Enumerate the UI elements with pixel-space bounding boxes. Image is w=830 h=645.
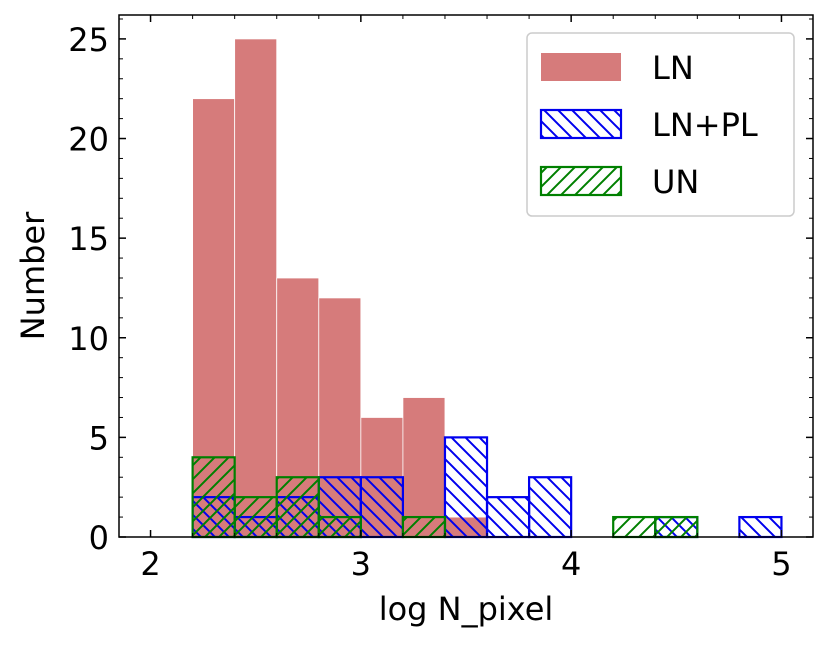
y-tick-label-1: 5: [89, 419, 109, 457]
bar-lnpl-13: [738, 515, 783, 539]
bar-un-10: [612, 515, 657, 539]
plot-frame: [118, 14, 814, 538]
y-tick-label-0: 0: [89, 519, 109, 557]
legend-swatch-ln: [541, 53, 621, 81]
bar-un-1: [233, 496, 278, 539]
bar-un-5: [401, 515, 447, 539]
legend-swatch-lnpl: [539, 108, 623, 140]
bar-un-0: [191, 456, 236, 539]
bar-lnpl-7: [485, 496, 531, 539]
bar-lnpl-8: [527, 476, 573, 539]
y-tick-label-4: 20: [68, 121, 109, 159]
bar-un-3: [317, 515, 362, 539]
x-tick-label-1: 3: [351, 545, 371, 583]
series-ln-bars: [192, 38, 488, 538]
x-tick-label-3: 5: [771, 545, 791, 583]
x-tick-label-2: 4: [561, 545, 581, 583]
bar-lnpl-4: [359, 476, 405, 539]
bar-un-11: [654, 515, 699, 539]
bar-lnpl-6: [443, 436, 489, 539]
bar-un-2: [275, 476, 320, 539]
y-tick-label-5: 25: [68, 21, 109, 59]
legend-swatch-un: [539, 165, 623, 197]
legend-label-un: UN: [652, 163, 699, 201]
bar-ln-1: [234, 38, 278, 538]
axis-tick-labels: 2 3 4 5 0 5 10 15 20 25: [68, 21, 791, 583]
legend-label-ln: LN: [652, 49, 694, 87]
x-tick-label-0: 2: [140, 545, 160, 583]
legend: LN LN+PL UN: [526, 32, 795, 217]
legend-label-lnpl: LN+PL: [652, 106, 758, 144]
x-axis-label: log N_pixel: [379, 590, 554, 628]
axis-ticks: [119, 15, 813, 538]
y-tick-label-2: 10: [68, 320, 109, 358]
bar-ln-5: [402, 397, 446, 538]
y-tick-label-3: 15: [68, 220, 109, 258]
series-un-bars: [191, 456, 699, 539]
y-axis-label: Number: [14, 211, 52, 340]
